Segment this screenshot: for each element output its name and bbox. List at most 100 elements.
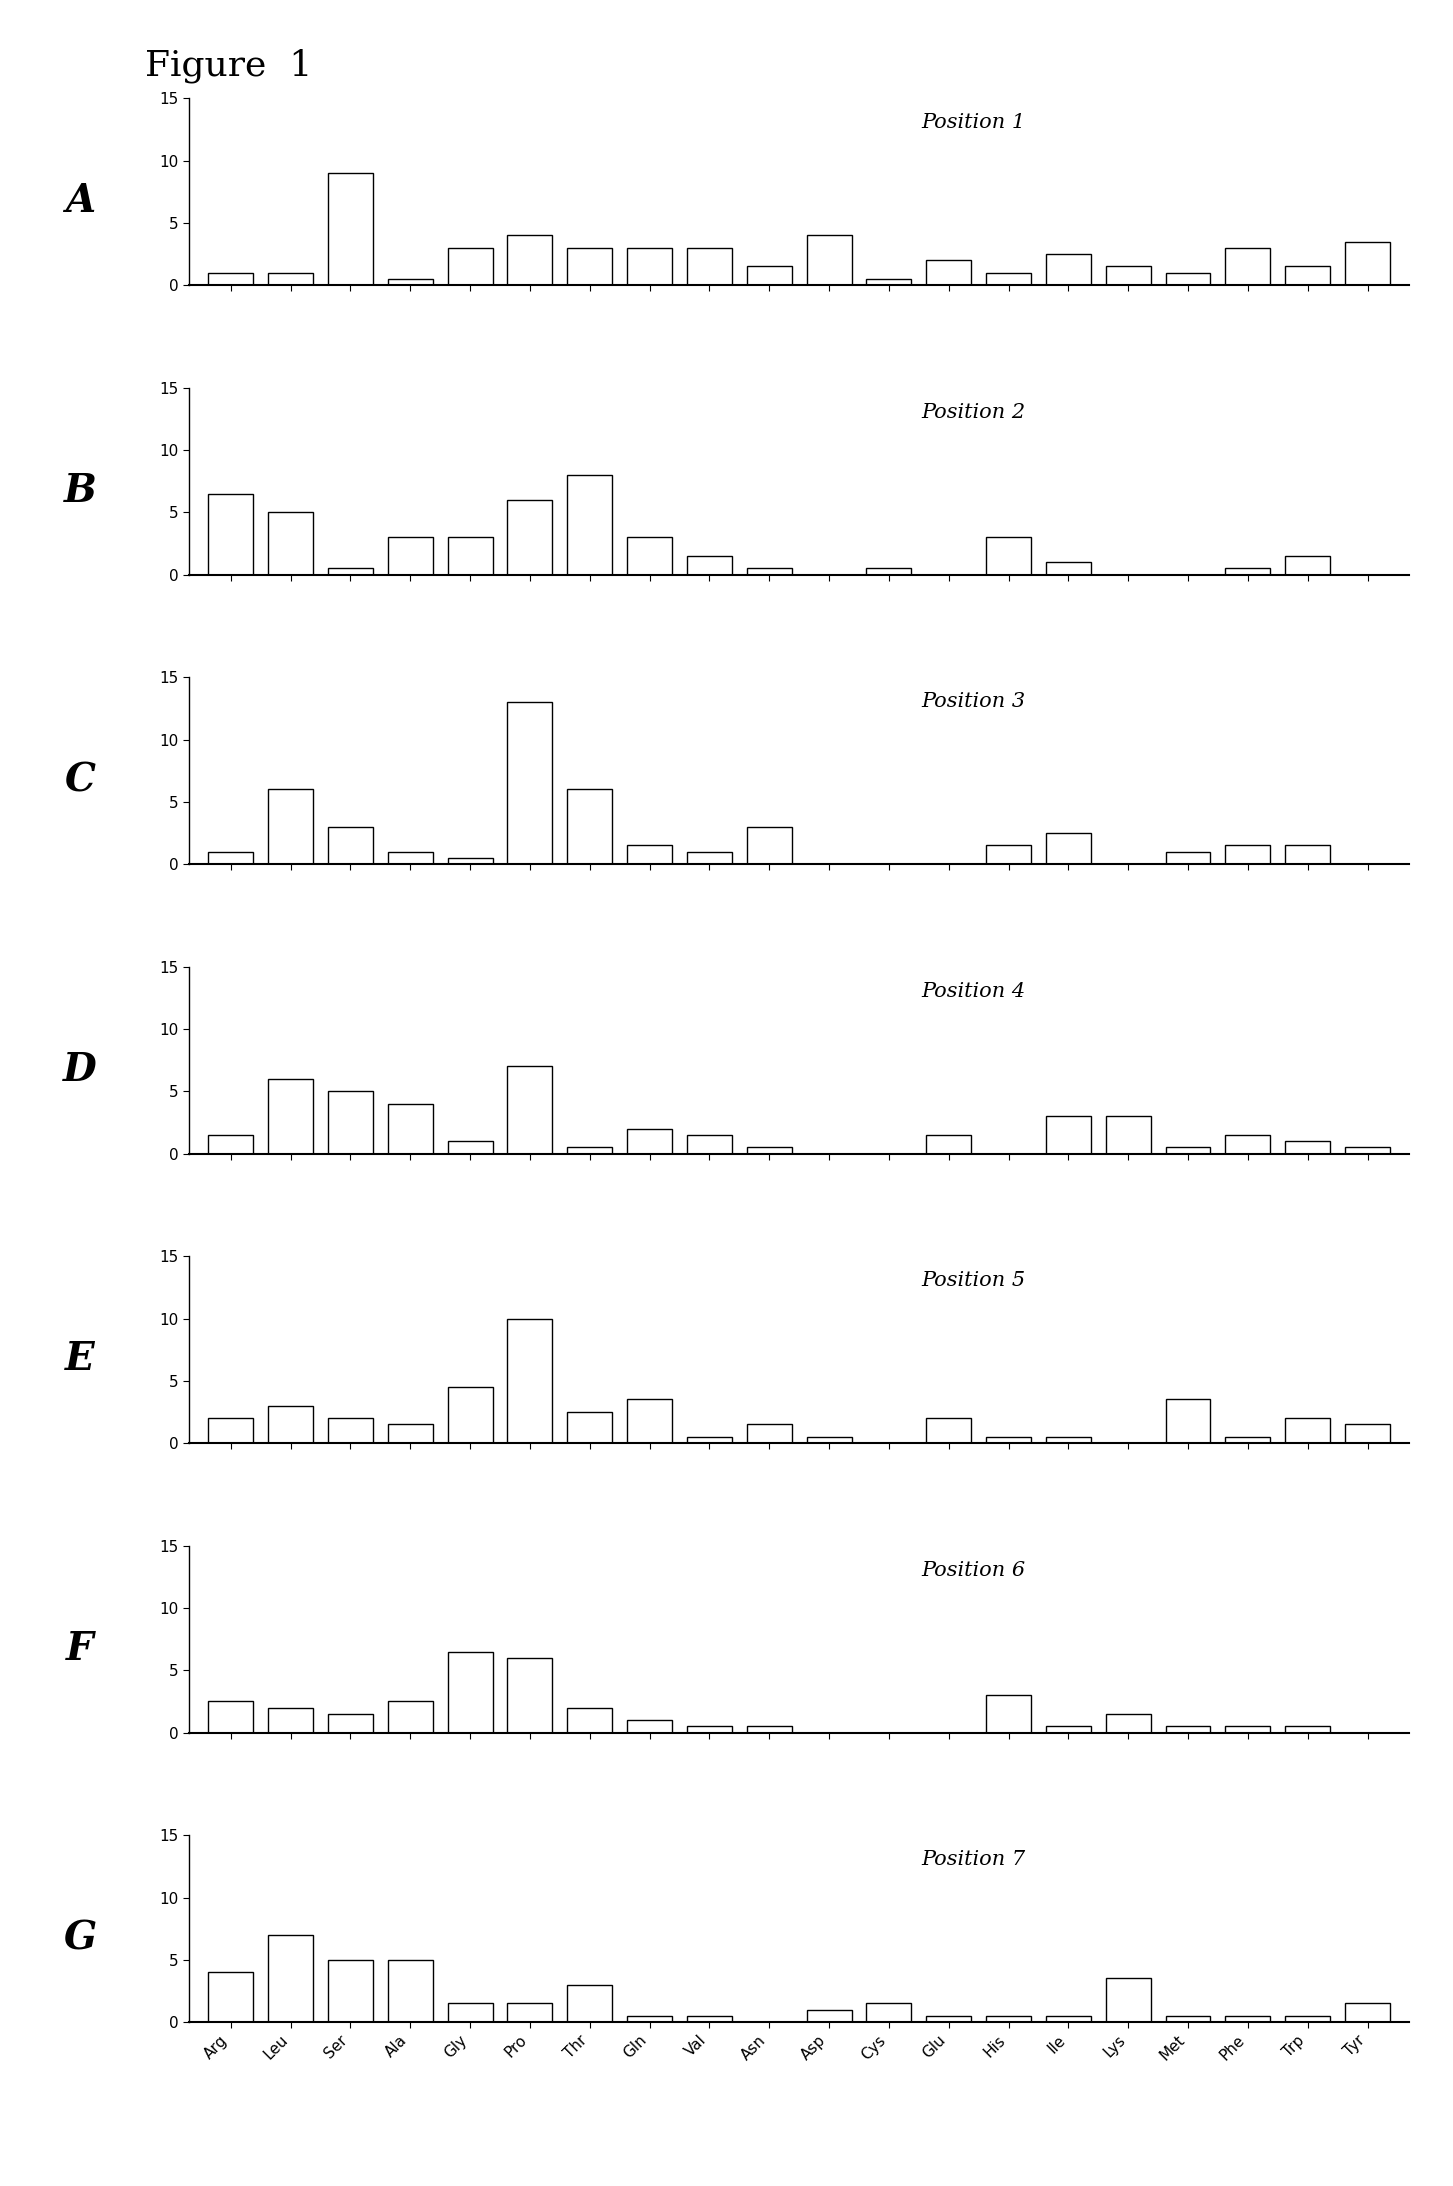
Bar (328, 1091, 373, 1154)
Bar (1286, 555, 1329, 575)
Text: Position 3: Position 3 (921, 693, 1026, 710)
Bar (208, 273, 253, 284)
Bar (208, 1419, 253, 1443)
Bar (1225, 1436, 1270, 1443)
Bar (448, 1388, 493, 1443)
Bar (1286, 1419, 1329, 1443)
Bar (208, 1135, 253, 1154)
Bar (269, 273, 312, 284)
Bar (1165, 1148, 1210, 1154)
Text: C: C (64, 761, 96, 800)
Bar (1106, 267, 1151, 284)
Bar (448, 1653, 493, 1733)
Bar (388, 1701, 433, 1733)
Bar (567, 1412, 612, 1443)
Bar (806, 2009, 851, 2022)
Bar (1286, 1141, 1329, 1154)
Bar (687, 1135, 732, 1154)
Text: Figure  1: Figure 1 (145, 48, 312, 83)
Bar (269, 512, 312, 575)
Bar (448, 1141, 493, 1154)
Bar (1106, 1117, 1151, 1154)
Text: Position 1: Position 1 (921, 114, 1026, 133)
Bar (687, 555, 732, 575)
Bar (1225, 1135, 1270, 1154)
Bar (1106, 1714, 1151, 1733)
Bar (747, 826, 792, 863)
Bar (687, 1727, 732, 1733)
Bar (1046, 1436, 1091, 1443)
Bar (687, 853, 732, 863)
Bar (747, 1727, 792, 1733)
Bar (628, 846, 671, 863)
Bar (628, 538, 671, 575)
Bar (1046, 1727, 1091, 1733)
Text: G: G (64, 1919, 96, 1956)
Bar (1286, 1727, 1329, 1733)
Bar (507, 501, 552, 575)
Bar (208, 1972, 253, 2022)
Bar (1046, 1117, 1091, 1154)
Bar (1225, 1727, 1270, 1733)
Bar (1225, 568, 1270, 575)
Bar (1165, 273, 1210, 284)
Bar (987, 846, 1032, 863)
Bar (1165, 1727, 1210, 1733)
Bar (1106, 1978, 1151, 2022)
Bar (208, 1701, 253, 1733)
Bar (567, 1985, 612, 2022)
Bar (507, 1318, 552, 1443)
Bar (987, 1436, 1032, 1443)
Bar (388, 1961, 433, 2022)
Bar (328, 1961, 373, 2022)
Bar (628, 1720, 671, 1733)
Bar (567, 474, 612, 575)
Bar (567, 247, 612, 284)
Bar (1286, 267, 1329, 284)
Bar (866, 568, 911, 575)
Bar (567, 789, 612, 863)
Bar (927, 1419, 971, 1443)
Bar (507, 2002, 552, 2022)
Bar (927, 260, 971, 284)
Bar (269, 1707, 312, 1733)
Text: Position 5: Position 5 (921, 1272, 1026, 1290)
Bar (328, 173, 373, 284)
Bar (567, 1148, 612, 1154)
Bar (269, 789, 312, 863)
Bar (448, 247, 493, 284)
Bar (1225, 2015, 1270, 2022)
Bar (687, 2015, 732, 2022)
Bar (448, 857, 493, 863)
Bar (747, 568, 792, 575)
Bar (1225, 247, 1270, 284)
Bar (507, 236, 552, 284)
Bar (1286, 846, 1329, 863)
Bar (448, 2002, 493, 2022)
Bar (747, 267, 792, 284)
Bar (866, 2002, 911, 2022)
Bar (507, 702, 552, 863)
Bar (208, 853, 253, 863)
Bar (1165, 853, 1210, 863)
Bar (1046, 2015, 1091, 2022)
Bar (388, 538, 433, 575)
Bar (1046, 254, 1091, 284)
Bar (269, 1406, 312, 1443)
Bar (628, 1399, 671, 1443)
Bar (388, 280, 433, 284)
Bar (687, 1436, 732, 1443)
Bar (507, 1657, 552, 1733)
Text: D: D (62, 1051, 97, 1089)
Text: Position 6: Position 6 (921, 1561, 1026, 1580)
Bar (1165, 1399, 1210, 1443)
Bar (328, 568, 373, 575)
Bar (927, 1135, 971, 1154)
Text: B: B (64, 472, 96, 509)
Bar (866, 280, 911, 284)
Bar (567, 1707, 612, 1733)
Bar (628, 2015, 671, 2022)
Bar (987, 1694, 1032, 1733)
Bar (1046, 562, 1091, 575)
Bar (806, 1436, 851, 1443)
